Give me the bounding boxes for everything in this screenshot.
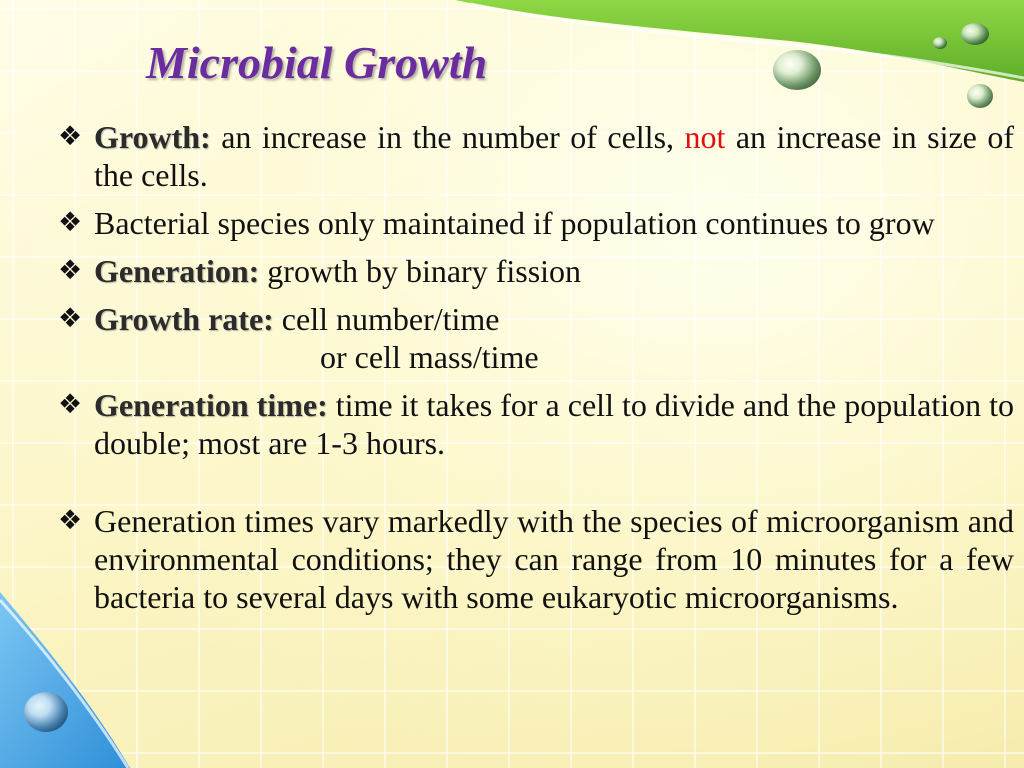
- list-item: ❖ Growth rate: cell number/time or cell …: [58, 300, 1014, 376]
- term-separator: :: [200, 119, 211, 155]
- bullet-icon: ❖: [58, 303, 83, 334]
- continuation-text: or cell mass/time: [320, 339, 539, 375]
- term-label: Generation time: [94, 387, 318, 423]
- bullet-icon: ❖: [58, 121, 83, 152]
- definition-text: an increase in the number of cells,: [210, 119, 685, 155]
- bullet-text: Generation times vary markedly with the …: [94, 503, 1014, 615]
- list-item: ❖ Generation time: time it takes for a c…: [58, 386, 1014, 462]
- bullet-icon: ❖: [58, 505, 83, 536]
- term-label: Generation: [94, 253, 249, 289]
- list-item: ❖ Generation: growth by binary fission: [58, 252, 1014, 290]
- highlight-text: not: [684, 119, 726, 155]
- bullet-text: Bacterial species only maintained if pop…: [94, 205, 935, 241]
- list-item: ❖ Growth: an increase in the number of c…: [58, 118, 1014, 194]
- term-separator: :: [317, 387, 328, 423]
- definition-text: time it takes for a cell to divide and t…: [94, 387, 1015, 461]
- bullet-icon: ❖: [58, 207, 83, 238]
- list-item: ❖ Bacterial species only maintained if p…: [58, 204, 1014, 242]
- term-label: Growth rate:: [94, 301, 274, 337]
- slide-title: Microbial Growth: [146, 37, 488, 88]
- definition-text: growth by binary fission: [259, 253, 582, 289]
- bullet-icon: ❖: [58, 255, 83, 286]
- bullet-list: ❖ Growth: an increase in the number of c…: [58, 118, 1014, 626]
- bullet-icon: ❖: [58, 389, 83, 420]
- definition-text: an increase in size of the cells.: [94, 119, 1015, 193]
- list-item: ❖ Generation times vary markedly with th…: [58, 502, 1014, 616]
- term-label: Growth: [94, 119, 201, 155]
- term-separator: :: [248, 253, 260, 289]
- definition-text: cell number/time: [273, 301, 500, 337]
